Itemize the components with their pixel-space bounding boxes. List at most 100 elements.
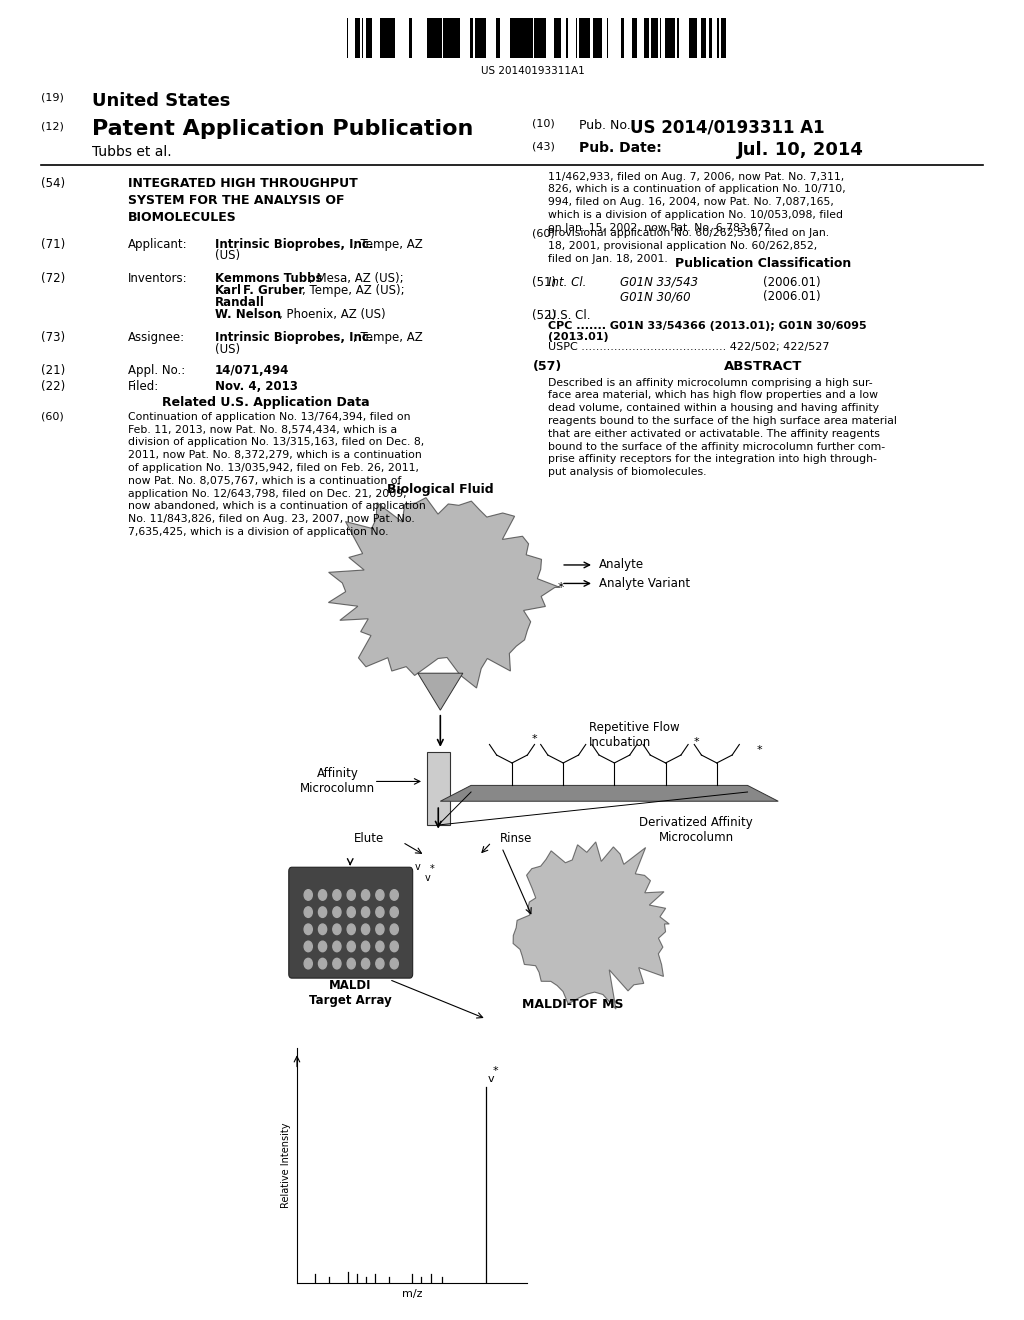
Bar bbox=[650, 18, 653, 58]
Text: (12): (12) bbox=[41, 121, 63, 132]
Text: (2006.01): (2006.01) bbox=[763, 290, 820, 304]
Text: (54): (54) bbox=[41, 177, 66, 190]
Circle shape bbox=[376, 907, 384, 917]
Circle shape bbox=[333, 890, 341, 900]
Bar bbox=[480, 18, 485, 58]
Text: W. Nelson: W. Nelson bbox=[215, 308, 282, 321]
Circle shape bbox=[318, 941, 327, 952]
Text: Affinity
Microcolumn: Affinity Microcolumn bbox=[300, 767, 376, 796]
Bar bbox=[660, 18, 662, 58]
Text: 14/071,494: 14/071,494 bbox=[215, 364, 290, 378]
Text: G01N 30/60: G01N 30/60 bbox=[620, 290, 690, 304]
Text: USPC ........................................ 422/502; 422/527: USPC ...................................… bbox=[548, 342, 829, 352]
Circle shape bbox=[304, 941, 312, 952]
Bar bbox=[411, 18, 413, 58]
Circle shape bbox=[347, 907, 355, 917]
Bar bbox=[709, 18, 712, 58]
Text: Analyte: Analyte bbox=[599, 558, 644, 572]
Circle shape bbox=[304, 907, 312, 917]
Bar bbox=[496, 18, 500, 58]
Text: *: * bbox=[493, 1065, 498, 1076]
Bar bbox=[355, 18, 360, 58]
Bar bbox=[475, 18, 480, 58]
Text: (73): (73) bbox=[41, 331, 66, 345]
Text: Patent Application Publication: Patent Application Publication bbox=[92, 119, 473, 139]
Bar bbox=[580, 18, 585, 58]
Text: Related U.S. Application Data: Related U.S. Application Data bbox=[163, 396, 370, 409]
Bar bbox=[431, 18, 436, 58]
Text: Applicant:: Applicant: bbox=[128, 238, 187, 251]
Bar bbox=[718, 18, 719, 58]
Polygon shape bbox=[418, 673, 463, 710]
Bar bbox=[566, 18, 568, 58]
Bar bbox=[380, 18, 383, 58]
Text: Repetitive Flow
Incubation: Repetitive Flow Incubation bbox=[589, 721, 680, 750]
Text: (10): (10) bbox=[532, 119, 555, 129]
Circle shape bbox=[318, 958, 327, 969]
Circle shape bbox=[347, 924, 355, 935]
Text: (52): (52) bbox=[532, 309, 557, 322]
Circle shape bbox=[304, 924, 312, 935]
Bar bbox=[543, 18, 546, 58]
Text: Karl: Karl bbox=[215, 284, 242, 297]
Text: United States: United States bbox=[92, 92, 230, 111]
Bar bbox=[607, 18, 608, 58]
Circle shape bbox=[347, 941, 355, 952]
Text: (60): (60) bbox=[41, 412, 63, 422]
Bar bbox=[534, 18, 538, 58]
Text: Tubbs et al.: Tubbs et al. bbox=[92, 145, 172, 160]
Text: CPC ....... G01N 33/54366 (2013.01); G01N 30/6095
(2013.01): CPC ....... G01N 33/54366 (2013.01); G01… bbox=[548, 321, 866, 342]
Text: MALDI-TOF MS: MALDI-TOF MS bbox=[522, 998, 624, 1011]
Circle shape bbox=[376, 941, 384, 952]
Circle shape bbox=[376, 958, 384, 969]
Text: *: * bbox=[558, 581, 564, 594]
Text: (US): (US) bbox=[215, 249, 241, 263]
Bar bbox=[436, 18, 441, 58]
Bar bbox=[593, 18, 598, 58]
Text: (2006.01): (2006.01) bbox=[763, 276, 820, 289]
Bar bbox=[701, 18, 707, 58]
Text: (US): (US) bbox=[215, 343, 241, 356]
Text: Intrinsic Bioprobes, Inc.: Intrinsic Bioprobes, Inc. bbox=[215, 238, 374, 251]
Circle shape bbox=[390, 890, 398, 900]
Circle shape bbox=[347, 958, 355, 969]
Bar bbox=[689, 18, 692, 58]
Bar bbox=[539, 18, 543, 58]
Text: *: * bbox=[531, 734, 538, 744]
Text: v: v bbox=[487, 1074, 494, 1085]
Bar bbox=[455, 18, 460, 58]
Bar bbox=[450, 18, 452, 58]
Bar bbox=[383, 18, 388, 58]
Text: Analyte Variant: Analyte Variant bbox=[599, 577, 690, 590]
Circle shape bbox=[361, 958, 370, 969]
Text: G01N 33/543: G01N 33/543 bbox=[620, 276, 697, 289]
Text: Intrinsic Bioprobes, Inc.: Intrinsic Bioprobes, Inc. bbox=[215, 331, 374, 345]
Bar bbox=[367, 18, 369, 58]
Circle shape bbox=[318, 890, 327, 900]
Y-axis label: Relative Intensity: Relative Intensity bbox=[282, 1123, 292, 1208]
Bar bbox=[369, 18, 373, 58]
Text: INTEGRATED HIGH THROUGHPUT
SYSTEM FOR THE ANALYSIS OF
BIOMOLECULES: INTEGRATED HIGH THROUGHPUT SYSTEM FOR TH… bbox=[128, 177, 357, 224]
Bar bbox=[538, 18, 539, 58]
Bar bbox=[427, 18, 429, 58]
Bar bbox=[554, 18, 559, 58]
Text: , Tempe, AZ: , Tempe, AZ bbox=[353, 331, 423, 345]
Text: (43): (43) bbox=[532, 141, 555, 152]
Text: Nov. 4, 2013: Nov. 4, 2013 bbox=[215, 380, 298, 393]
Bar bbox=[585, 18, 590, 58]
Text: Appl. No.:: Appl. No.: bbox=[128, 364, 185, 378]
Bar bbox=[668, 18, 670, 58]
Circle shape bbox=[390, 907, 398, 917]
Bar bbox=[598, 18, 602, 58]
Bar bbox=[361, 18, 362, 58]
Text: Pub. Date:: Pub. Date: bbox=[579, 141, 662, 156]
Text: (22): (22) bbox=[41, 380, 66, 393]
Circle shape bbox=[304, 958, 312, 969]
Text: v: v bbox=[415, 862, 421, 873]
Circle shape bbox=[361, 907, 370, 917]
X-axis label: m/z: m/z bbox=[401, 1288, 423, 1299]
Text: (57): (57) bbox=[532, 360, 562, 374]
Bar bbox=[677, 18, 679, 58]
Text: (19): (19) bbox=[41, 92, 63, 103]
Text: Randall: Randall bbox=[215, 296, 265, 309]
